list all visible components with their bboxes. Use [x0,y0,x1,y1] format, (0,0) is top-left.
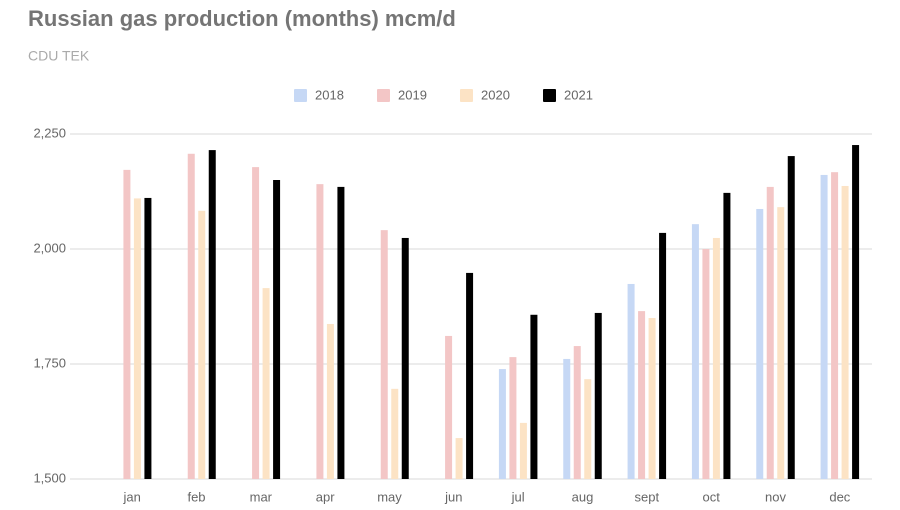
bar [187,153,195,479]
legend-label: 2019 [398,87,427,102]
chart-title: Russian gas production (months) mcm/d [28,6,456,31]
x-tick-label: may [377,489,402,504]
y-tick-label: 1,750 [33,355,66,370]
y-tick-label: 2,250 [33,125,66,140]
legend-swatch [543,89,556,102]
bar [198,210,206,479]
bar [638,311,646,479]
bar [563,358,571,479]
bar [573,346,581,479]
bar [787,156,795,479]
bar [756,208,764,480]
bar [144,197,152,479]
legend-label: 2018 [315,87,344,102]
bar [648,318,656,479]
bar [509,357,517,479]
x-tick-label: oct [702,489,720,504]
x-tick-label: jun [444,489,462,504]
bar [723,192,731,479]
bar [262,288,270,479]
bar [820,174,828,479]
legend-label: 2021 [564,87,593,102]
bar [691,224,699,479]
x-tick-label: apr [316,489,335,504]
bar [627,283,635,479]
legend-swatch [377,89,390,102]
x-tick-label: dec [829,489,850,504]
x-tick-label: mar [250,489,273,504]
bar [133,198,141,479]
x-tick-label: jan [122,489,140,504]
x-tick-label: jul [511,489,525,504]
x-tick-label: nov [765,489,786,504]
bar [777,207,785,479]
bar [659,232,667,479]
bar [380,230,388,479]
legend-swatch [460,89,473,102]
x-tick-label: aug [572,489,594,504]
bar [466,272,474,479]
y-tick-label: 1,500 [33,470,66,485]
bar [712,237,720,479]
bar [123,169,131,479]
bar [455,438,463,479]
bar [702,249,710,479]
bar [326,323,334,479]
bar [519,422,527,479]
bar [530,314,538,479]
bar [841,185,849,480]
bar [498,369,506,479]
chart-subtitle: CDU TEK [28,48,90,64]
bar [584,379,592,479]
x-tick-label: feb [187,489,205,504]
bar [852,145,860,480]
bar [594,312,602,479]
legend-label: 2020 [481,87,510,102]
bar [337,186,345,479]
bar [445,335,453,479]
bar [273,180,281,479]
bar [401,237,409,479]
bar [208,150,216,479]
legend-swatch [294,89,307,102]
bar [391,388,399,479]
x-tick-label: sept [635,489,660,504]
y-tick-label: 2,000 [33,240,66,255]
bar [831,172,839,479]
bar [766,186,774,479]
bar [252,167,260,479]
bar [316,184,324,479]
